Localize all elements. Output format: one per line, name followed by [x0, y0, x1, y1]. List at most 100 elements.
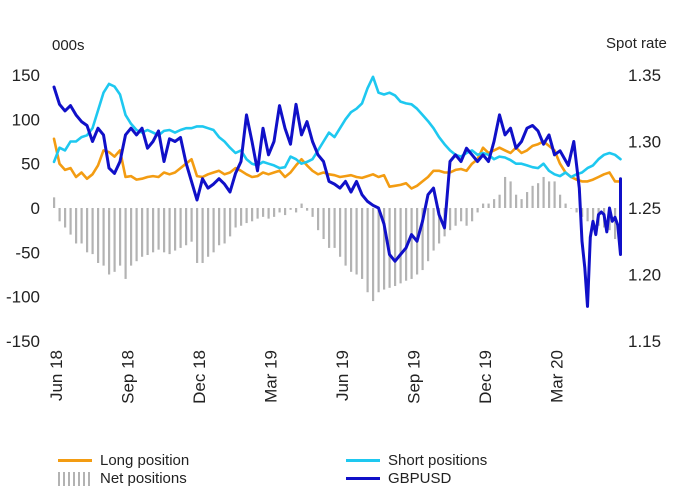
net-position-bar [553, 181, 556, 208]
net-position-bar [113, 208, 116, 272]
net-position-bar [520, 199, 523, 208]
net-position-bar [251, 208, 254, 222]
net-position-bar [438, 208, 441, 244]
net-position-bar [300, 203, 303, 208]
legend-net: Net positions [58, 470, 187, 487]
net-position-bar [69, 208, 72, 235]
net-position-bar [58, 208, 61, 222]
net-position-bar [212, 208, 215, 253]
net-position-bar [410, 208, 413, 279]
net-position-bar [487, 203, 490, 208]
net-position-bar [339, 208, 342, 257]
net-position-bar [190, 208, 193, 242]
net-position-bar [355, 208, 358, 275]
net-position-bar [284, 208, 287, 216]
legend-short: Short positions [346, 452, 487, 469]
net-position-bar [421, 208, 424, 271]
net-position-bar [234, 208, 237, 228]
net-position-bar [515, 194, 518, 208]
net-position-bar [614, 208, 617, 240]
net-position-bar [163, 208, 166, 253]
net-position-bar [223, 208, 226, 244]
legend-gbpusd-swatch [346, 477, 380, 480]
x-tick-label: Sep 18 [119, 350, 138, 404]
left-axis: 000s 150 100 50 0 -50 -100 -150 [6, 37, 85, 351]
left-tick-label: 50 [21, 155, 40, 174]
left-axis-unit: 000s [52, 37, 85, 54]
net-positions-bars [53, 176, 622, 302]
legend-gbpusd-label: GBPUSD [388, 470, 452, 487]
net-position-bar [509, 181, 512, 208]
net-position-bar [317, 208, 320, 231]
net-position-bar [245, 208, 248, 224]
net-position-bar [564, 203, 567, 208]
net-position-bar [399, 208, 402, 284]
net-position-bar [460, 208, 463, 222]
net-position-bar [366, 208, 369, 293]
net-position-bar [306, 208, 309, 211]
x-tick-label: Jun 18 [47, 350, 66, 401]
legend-long-swatch [58, 459, 92, 462]
net-position-bar [207, 208, 210, 257]
left-tick-label: 100 [12, 110, 40, 129]
net-position-bar [229, 208, 232, 237]
left-tick-label: -100 [6, 288, 40, 307]
net-position-bar [289, 208, 292, 210]
net-position-bar [449, 208, 452, 231]
net-position-bar [350, 208, 353, 272]
net-position-bar [454, 208, 457, 226]
net-position-bar [97, 208, 100, 263]
net-position-bar [240, 208, 243, 226]
net-position-bar [581, 208, 584, 217]
net-position-bar [86, 208, 89, 253]
net-position-bar [75, 208, 78, 244]
net-position-bar [80, 208, 83, 244]
net-position-bar [273, 208, 276, 217]
series-lines [52, 75, 622, 308]
legend-long: Long position [58, 452, 189, 469]
net-position-bar [152, 208, 155, 253]
net-position-bar [91, 208, 94, 255]
net-position-bar [592, 208, 595, 224]
net-position-bar [267, 208, 270, 219]
net-position-bar [537, 183, 540, 208]
net-position-bar [542, 176, 545, 208]
net-position-bar [394, 208, 397, 287]
net-position-bar [135, 208, 138, 262]
series-line-gbpusd [52, 85, 622, 308]
left-tick-label: 0 [31, 199, 40, 218]
net-position-bar [130, 208, 133, 266]
legend-long-label: Long position [100, 452, 190, 469]
net-position-bar [432, 208, 435, 251]
x-tick-label: Mar 20 [548, 350, 567, 403]
net-position-bar [465, 208, 468, 226]
net-position-bar [377, 208, 380, 293]
net-position-bar [531, 185, 534, 208]
net-position-bar [179, 208, 182, 248]
net-position-bar [124, 208, 127, 279]
right-tick-label: 1.15 [628, 332, 661, 351]
net-position-bar [295, 208, 298, 213]
net-position-bar [526, 192, 529, 208]
net-position-bar [102, 208, 105, 266]
legend-net-swatch [58, 471, 92, 486]
net-position-bar [471, 208, 474, 222]
right-axis: Spot rate 1.35 1.30 1.25 1.20 1.15 [606, 35, 667, 351]
net-position-bar [548, 181, 551, 208]
legend-net-label: Net positions [100, 470, 187, 487]
net-position-bar [196, 208, 199, 263]
net-position-bar [504, 176, 507, 208]
left-tick-label: -50 [15, 243, 40, 262]
net-position-bar [493, 199, 496, 208]
legend-gbpusd: GBPUSD [346, 470, 451, 487]
series-line-short-positions [52, 75, 622, 179]
right-tick-label: 1.30 [628, 133, 661, 152]
right-tick-label: 1.35 [628, 66, 661, 85]
net-position-bar [482, 203, 485, 208]
net-position-bar [311, 208, 314, 217]
net-position-bar [333, 208, 336, 248]
legend-short-swatch [346, 459, 380, 462]
net-position-bar [328, 208, 331, 248]
net-position-bar [174, 208, 177, 251]
net-position-bar [146, 208, 149, 255]
